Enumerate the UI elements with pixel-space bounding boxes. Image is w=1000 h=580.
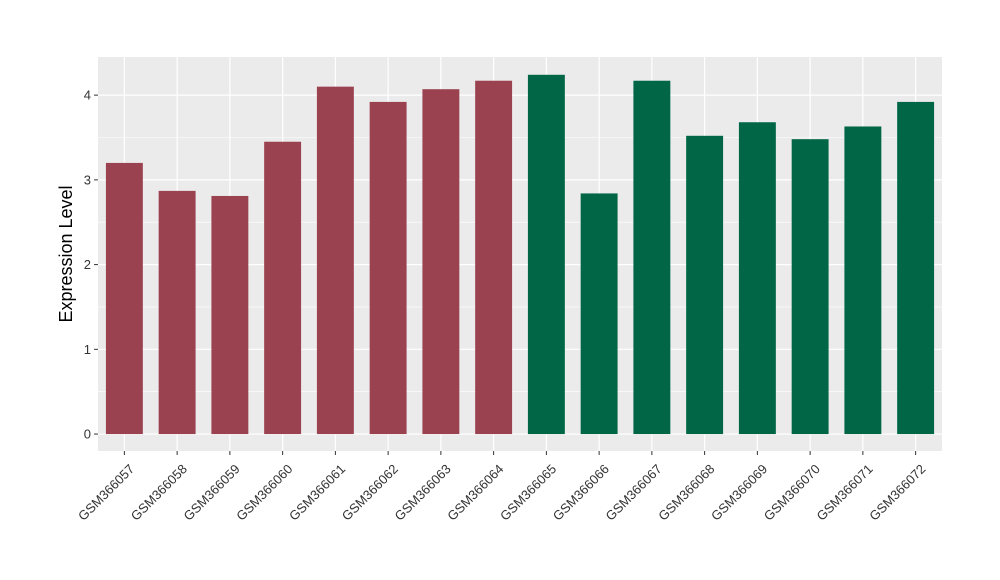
bar-GSM366062 xyxy=(369,101,407,435)
y-axis: 0 1 2 3 4 xyxy=(84,88,98,442)
x-tick-label: GSM366072 xyxy=(866,461,928,523)
x-axis: GSM366057GSM366058GSM366059GSM366060GSM3… xyxy=(75,451,929,524)
bar-GSM366063 xyxy=(422,89,460,435)
bar-GSM366068 xyxy=(686,135,724,435)
bar-GSM366067 xyxy=(633,80,671,435)
bars xyxy=(105,74,935,435)
bar-GSM366072 xyxy=(897,101,935,435)
y-axis-title: Expression Level xyxy=(56,185,76,322)
y-tick-label: 0 xyxy=(84,427,91,442)
bar-GSM366070 xyxy=(791,139,829,435)
bar-GSM366071 xyxy=(844,126,882,435)
bar-GSM366061 xyxy=(316,86,354,435)
y-tick-label: 4 xyxy=(84,88,91,103)
y-tick-label: 2 xyxy=(84,257,91,272)
bar-GSM366057 xyxy=(105,162,143,435)
y-tick-label: 1 xyxy=(84,342,91,357)
bar-GSM366058 xyxy=(158,190,196,435)
bar-GSM366059 xyxy=(211,195,249,435)
bar-GSM366060 xyxy=(264,141,302,435)
bar-GSM366065 xyxy=(527,74,565,435)
y-tick-label: 3 xyxy=(84,172,91,187)
bar-GSM366064 xyxy=(475,80,513,435)
bar-GSM366066 xyxy=(580,193,618,435)
bar-GSM366069 xyxy=(738,122,776,435)
